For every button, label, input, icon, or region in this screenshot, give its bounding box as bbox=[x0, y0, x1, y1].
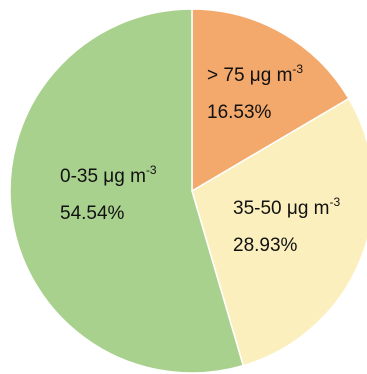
slice-label-group-35-50: 35-50 μg m-3 28.93% bbox=[233, 195, 340, 256]
pie-slices bbox=[9, 8, 367, 374]
slice-label-0-35: 0-35 μg m-3 bbox=[60, 163, 157, 187]
slice-label-group-gt75: > 75 μg m-3 16.53% bbox=[207, 62, 303, 123]
slice-percent-35-50: 28.93% bbox=[233, 235, 298, 256]
pie-slice-35-50 bbox=[191, 97, 367, 367]
pie-slice-0-35 bbox=[9, 8, 245, 374]
slice-percent-gt75: 16.53% bbox=[207, 102, 272, 123]
slice-percent-0-35: 54.54% bbox=[60, 203, 125, 224]
pie-slice-gt75 bbox=[191, 8, 350, 193]
slice-label-35-50: 35-50 μg m-3 bbox=[233, 195, 340, 219]
slice-label-gt75: > 75 μg m-3 bbox=[207, 62, 303, 86]
slice-label-group-0-35: 0-35 μg m-3 54.54% bbox=[60, 163, 157, 224]
